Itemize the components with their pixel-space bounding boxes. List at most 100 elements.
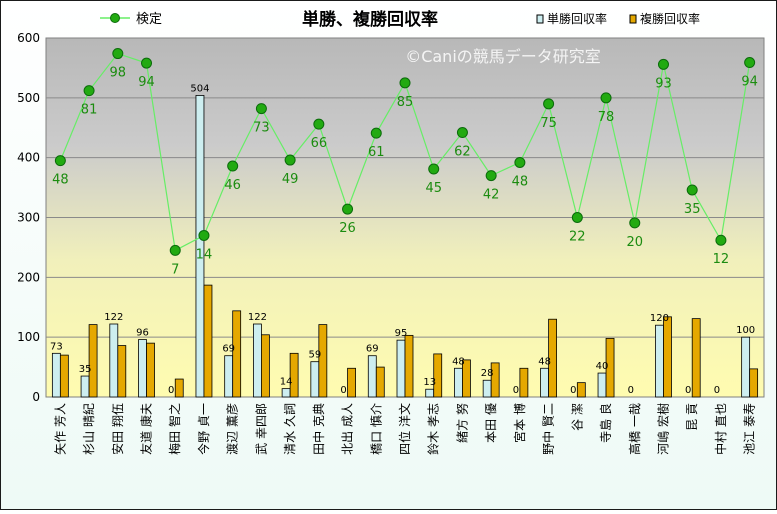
bar-win [80, 375, 90, 398]
x-tick-label: 谷 潔 [570, 403, 584, 431]
data-label-kentei: 73 [253, 121, 270, 136]
legend-label-win: 単勝回収率 [547, 11, 607, 26]
legend-item-win: 単勝回収率 [536, 11, 607, 26]
x-tick-group: 渡辺 薫彦 [225, 403, 240, 455]
data-label-win: 59 [308, 350, 321, 361]
data-label-win: 0 [628, 385, 634, 396]
data-label-win: 69 [222, 344, 235, 355]
x-tick-group: 北出 成人 [341, 403, 355, 455]
data-label-kentei: 42 [483, 188, 500, 203]
bar-place [691, 318, 701, 398]
line-point [543, 98, 555, 110]
bar-place [117, 345, 127, 398]
data-label-kentei: 26 [339, 221, 356, 236]
x-tick-label: 安田 翔伍 [110, 403, 125, 455]
data-label-kentei: 94 [138, 75, 155, 90]
data-label-win: 96 [136, 328, 149, 339]
data-label-win: 28 [481, 368, 494, 379]
data-label-win: 0 [714, 385, 720, 396]
data-label-kentei: 7 [171, 262, 179, 277]
x-tick-group: 中村 直也 [713, 403, 728, 455]
data-label-win: 0 [570, 385, 576, 396]
bar-place [146, 342, 155, 398]
line-point [313, 118, 325, 130]
data-label-kentei: 62 [454, 145, 471, 160]
bar-win [396, 339, 406, 398]
bar-layer [51, 95, 759, 398]
x-tick-label: 鈴木 孝志 [426, 403, 441, 455]
x-tick-label: 河嶋 宏樹 [655, 403, 670, 455]
x-tick-group: 橋口 慎介 [369, 403, 383, 455]
line-point [141, 57, 153, 69]
data-label-win: 0 [685, 385, 691, 396]
x-tick-group: 鈴木 孝志 [426, 403, 441, 455]
bar-win [310, 361, 320, 398]
y-tick-label: 100 [17, 330, 40, 344]
bar-win [540, 367, 549, 398]
line-point [514, 156, 526, 168]
bar-win [425, 388, 435, 398]
x-tick-group: 清水 久詞 [283, 403, 297, 455]
data-label-win: 14 [280, 377, 293, 388]
x-tick-group: 河嶋 宏樹 [655, 403, 670, 455]
data-label-win: 0 [513, 385, 519, 396]
legend-label-line: 検定 [136, 12, 162, 27]
data-label-win: 100 [736, 325, 755, 336]
x-tick-label: 田中 克典 [311, 403, 326, 455]
grid-layer [46, 97, 764, 338]
bar-place [260, 334, 270, 398]
data-label-kentei: 14 [196, 247, 213, 262]
y-tick-label: 0 [32, 390, 40, 404]
x-tick-label: 緒方 努 [454, 403, 469, 443]
line-point [686, 184, 698, 196]
bar-win [597, 372, 607, 398]
y-axis: 0 100 200 300 400 500 600 [17, 31, 40, 404]
x-tick-label: 清水 久詞 [283, 403, 297, 455]
x-tick-label: 北出 成人 [341, 403, 355, 455]
data-label-kentei: 98 [110, 66, 127, 81]
x-tick-group: 緒方 努 [454, 403, 469, 443]
x-tick-group: 友道 康夫 [139, 403, 154, 455]
data-label-kentei: 66 [311, 136, 328, 151]
data-label-win: 0 [168, 385, 174, 396]
x-tick-group: 谷 潔 [570, 403, 584, 431]
bar-place [318, 324, 328, 398]
line-layer [54, 48, 756, 256]
x-tick-label: 友道 康夫 [139, 403, 154, 455]
x-tick-label: 昆 貢 [685, 403, 699, 431]
line-point [284, 154, 296, 166]
bar-place [462, 359, 471, 398]
data-label-kentei: 81 [81, 103, 98, 118]
line-point [715, 234, 727, 246]
x-tick-label: 渡辺 薫彦 [225, 403, 240, 455]
bar-win [367, 355, 377, 398]
bar-place [663, 316, 672, 398]
line-point [399, 77, 411, 89]
x-tick-group: 杉山 晴紀 [82, 403, 96, 455]
data-label-kentei: 22 [569, 230, 586, 245]
data-label-win: 40 [596, 361, 609, 372]
bar-place [404, 334, 414, 398]
data-label-win: 13 [423, 377, 436, 388]
x-tick-group: 野中 賢二 [541, 403, 556, 455]
bar-place [605, 337, 615, 398]
legend-win-swatch [536, 14, 544, 24]
line-point [227, 160, 239, 172]
line-point [370, 127, 382, 139]
x-tick-label: 池江 泰寿 [743, 403, 757, 455]
bar-place [174, 378, 184, 398]
legend: 検定 単勝回収率 複勝回収率 [100, 11, 700, 27]
bar-win [655, 324, 664, 398]
x-tick-label: 本田 優 [484, 403, 498, 443]
data-label-kentei: 85 [397, 95, 414, 110]
y-tick-label: 200 [17, 270, 40, 284]
data-label-kentei: 48 [52, 173, 69, 188]
bar-win [252, 323, 262, 398]
data-label-win: 122 [248, 312, 267, 323]
x-tick-label: 梅田 智之 [167, 403, 182, 455]
bar-place [347, 367, 356, 398]
data-label-win: 120 [650, 313, 669, 324]
x-axis: 矢作 芳人 杉山 晴紀 安田 翔伍 友道 康夫 梅田 智之 今野 貞一 渡辺 薫彦武 幸四郎… [53, 403, 756, 455]
